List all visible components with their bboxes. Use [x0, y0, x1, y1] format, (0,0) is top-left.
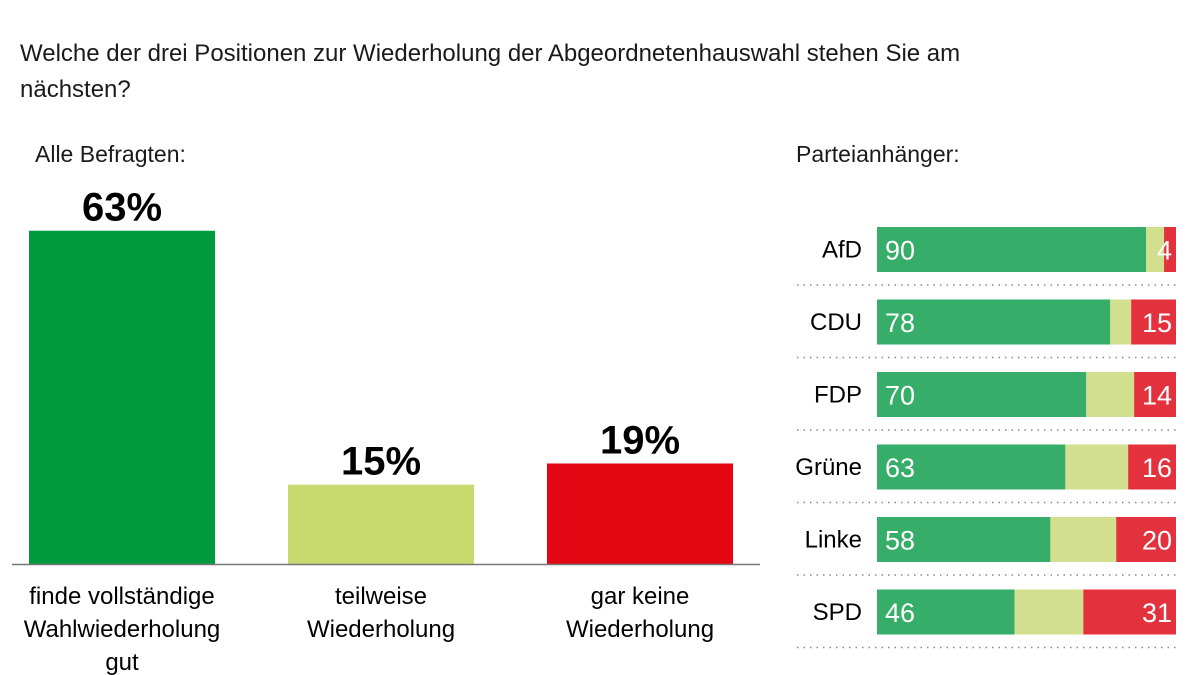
bar-segment [877, 444, 1066, 490]
bar-segment [1065, 444, 1129, 490]
bar-value-label: 31 [1142, 598, 1172, 628]
category-label: Wiederholung [566, 616, 714, 643]
bar-segment [1164, 227, 1176, 272]
category-label: gut [105, 649, 139, 675]
bar-value-label: 63 [885, 453, 915, 483]
chart-title: Welche der drei Positionen zur Wiederhol… [20, 40, 961, 103]
party-label: SPD [813, 599, 862, 626]
party-label: FDP [814, 382, 862, 409]
bar [29, 230, 215, 565]
bar-segment [877, 299, 1111, 345]
bar-segment [1131, 299, 1176, 345]
bar-segment [1134, 372, 1176, 417]
bar-segment [1083, 589, 1176, 635]
bar-segment [1050, 517, 1117, 562]
bar-value-label: 15 [1142, 308, 1172, 338]
bar-value-label: 20 [1142, 526, 1172, 556]
bar-segment [1116, 517, 1176, 562]
party-label: AfD [822, 237, 862, 264]
bar-segment [1086, 372, 1135, 417]
bar-segment [1014, 589, 1084, 635]
bar-value-label: 63% [82, 186, 162, 230]
bar-value-label: 14 [1142, 381, 1172, 411]
bar-value-label: 4 [1157, 236, 1172, 266]
party-label: Grüne [795, 454, 862, 481]
party-label: CDU [810, 309, 862, 336]
left-subtitle: Alle Befragten: [35, 141, 186, 167]
bar-value-label: 58 [885, 526, 915, 556]
bar-segment [1128, 444, 1176, 490]
bar-segment [877, 372, 1087, 417]
bar-value-label: 46 [885, 598, 915, 628]
bar-value-label: 70 [885, 381, 915, 411]
bar [547, 463, 733, 564]
bar-value-label: 16 [1142, 453, 1172, 483]
category-label: finde vollständige [29, 583, 214, 610]
bar-value-label: 15% [341, 440, 421, 484]
category-label: Wahlwiederholung [24, 616, 221, 643]
bar [288, 484, 474, 564]
bar-value-label: 90 [885, 236, 915, 266]
party-label: Linke [805, 527, 862, 554]
right-subtitle: Parteianhänger: [796, 141, 960, 167]
category-label: Wiederholung [307, 616, 455, 643]
bar-segment [877, 227, 1147, 272]
bar-segment [1110, 299, 1132, 345]
overall-bar-chart: 63% finde vollständige Wahlwiederholung gut… [12, 186, 760, 675]
category-label: teilweise [335, 583, 427, 610]
bar-value-label: 19% [600, 418, 680, 462]
bar-segment [877, 589, 1015, 635]
bar-segment [1146, 227, 1165, 272]
category-label: gar keine [591, 583, 690, 610]
bar-segment [877, 517, 1051, 562]
bar-value-label: 78 [885, 308, 915, 338]
